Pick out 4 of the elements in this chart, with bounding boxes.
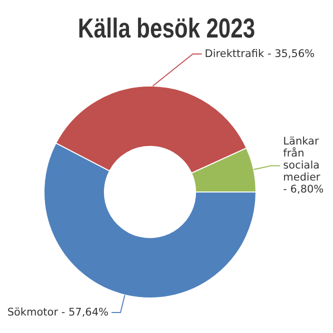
chart-title: Källa besök 2023 — [78, 13, 256, 44]
slice-label: Sökmotor - 57,64% — [7, 306, 109, 318]
slice-label: Länkar från sociala medier - 6,80% — [283, 136, 324, 196]
slice-label: Direkttrafik - 35,56% — [204, 48, 315, 60]
